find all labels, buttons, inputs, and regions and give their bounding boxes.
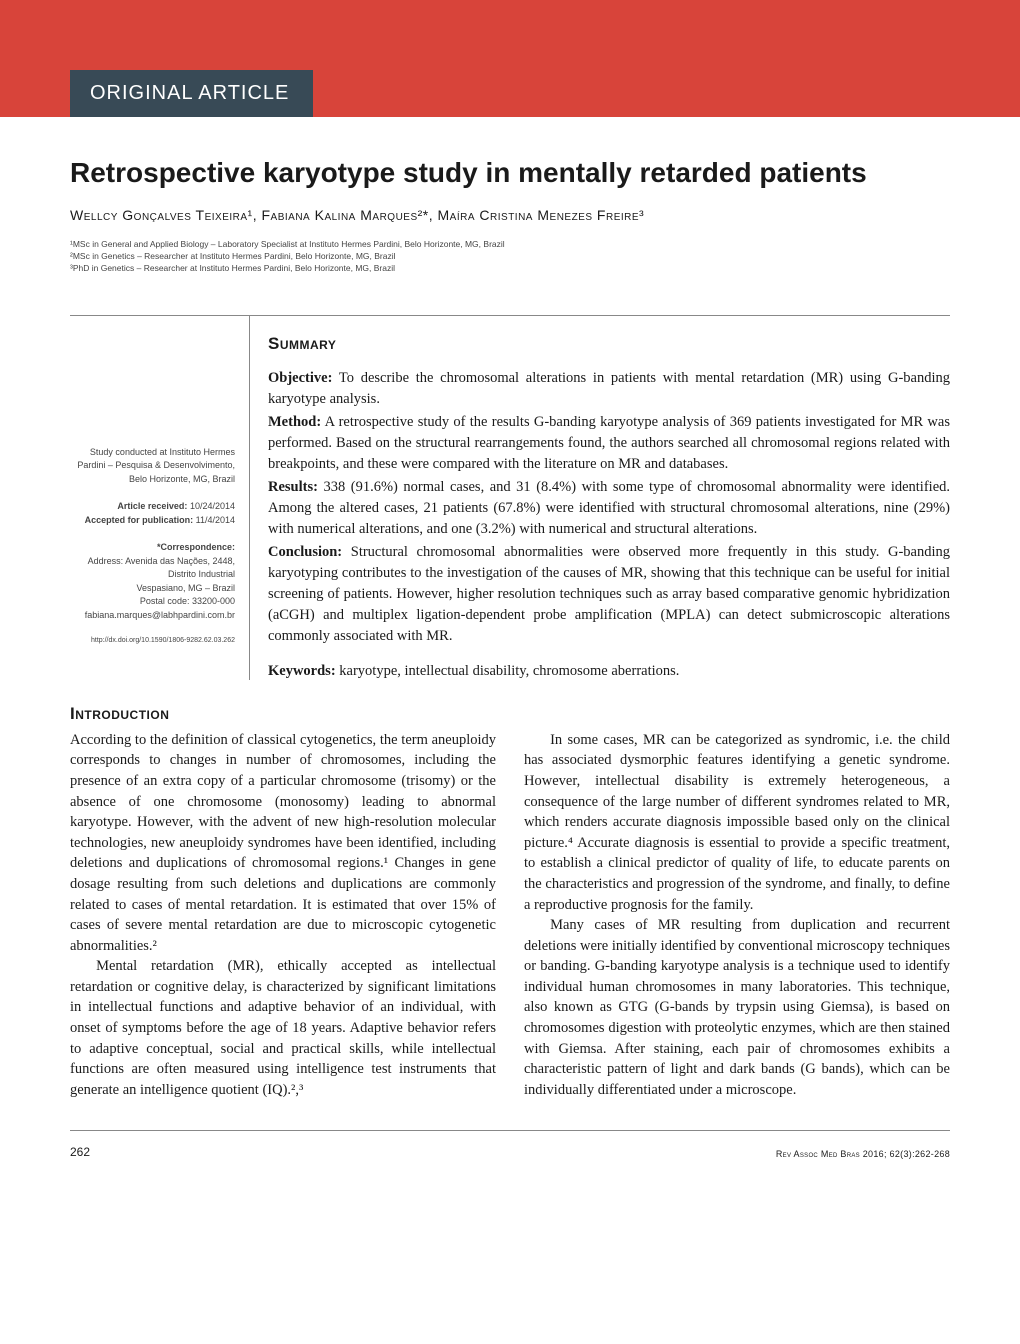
- top-bar: [0, 0, 1020, 70]
- intro-p3: In some cases, MR can be categorized as …: [524, 730, 950, 915]
- method-text: A retrospective study of the results G-b…: [268, 414, 950, 472]
- introduction-heading: Introduction: [70, 704, 950, 724]
- accepted-date: 11/4/2014: [196, 515, 235, 525]
- summary-text: Objective: To describe the chromosomal a…: [268, 368, 950, 647]
- keywords-label: Keywords:: [268, 663, 336, 679]
- correspondence-label: *Correspondence:: [70, 541, 235, 555]
- summary-layout: Study conducted at Instituto Hermes Pard…: [70, 316, 950, 680]
- received-date: 10/24/2014: [190, 501, 235, 511]
- objective-text: To describe the chromosomal alterations …: [268, 370, 950, 407]
- summary-column: Summary Objective: To describe the chrom…: [268, 316, 950, 680]
- article-label-wrap: ORIGINAL ARTICLE: [0, 70, 1020, 117]
- affiliation-3: ³PhD in Genetics – Researcher at Institu…: [70, 263, 950, 275]
- meta-sidebar: Study conducted at Instituto Hermes Pard…: [70, 316, 250, 680]
- corr-email: fabiana.marques@labhpardini.com.br: [70, 609, 235, 623]
- corr-addr1: Address: Avenida das Nações, 2448,: [70, 555, 235, 569]
- footer-wrap: 262 Rev Assoc Med Bras 2016; 62(3):262-2…: [0, 1130, 1020, 1181]
- authors-line: Wellcy Gonçalves Teixeira¹, Fabiana Kali…: [70, 207, 950, 223]
- doi-link[interactable]: http://dx.doi.org/10.1590/1806-9282.62.0…: [70, 636, 235, 647]
- method-label: Method:: [268, 414, 321, 430]
- correspondence-block: *Correspondence: Address: Avenida das Na…: [70, 541, 235, 622]
- objective-label: Objective:: [268, 370, 332, 386]
- keywords-text: karyotype, intellectual disability, chro…: [339, 663, 679, 679]
- corr-addr2: Distrito Industrial: [70, 568, 235, 582]
- journal-reference: Rev Assoc Med Bras 2016; 62(3):262-268: [776, 1149, 950, 1159]
- article-title: Retrospective karyotype study in mentall…: [70, 157, 950, 189]
- summary-heading: Summary: [268, 334, 950, 354]
- study-conducted: Study conducted at Instituto Hermes Pard…: [70, 446, 235, 487]
- dates-block: Article received: 10/24/2014 Accepted fo…: [70, 500, 235, 527]
- keywords-line: Keywords: karyotype, intellectual disabi…: [268, 663, 950, 680]
- corr-postal: Postal code: 33200-000: [70, 595, 235, 609]
- intro-p4: Many cases of MR resulting from duplicat…: [524, 915, 950, 1100]
- results-label: Results:: [268, 479, 318, 495]
- intro-p1: According to the definition of classical…: [70, 730, 496, 956]
- results-text: 338 (91.6%) normal cases, and 31 (8.4%) …: [268, 479, 950, 537]
- article-type-label: ORIGINAL ARTICLE: [70, 70, 313, 117]
- intro-p2: Mental retardation (MR), ethically accep…: [70, 956, 496, 1100]
- page-number: 262: [70, 1145, 90, 1159]
- corr-addr3: Vespasiano, MG – Brazil: [70, 582, 235, 596]
- affiliation-1: ¹MSc in General and Applied Biology – La…: [70, 239, 950, 251]
- conclusion-label: Conclusion:: [268, 544, 342, 560]
- affiliations: ¹MSc in General and Applied Biology – La…: [70, 239, 950, 275]
- page-footer: 262 Rev Assoc Med Bras 2016; 62(3):262-2…: [0, 1131, 1020, 1181]
- introduction-body: According to the definition of classical…: [70, 730, 950, 1100]
- received-label: Article received:: [117, 501, 187, 511]
- page-content: Retrospective karyotype study in mentall…: [0, 117, 1020, 1130]
- affiliation-2: ²MSc in Genetics – Researcher at Institu…: [70, 251, 950, 263]
- conclusion-text: Structural chromosomal abnormalities wer…: [268, 544, 950, 644]
- accepted-label: Accepted for publication:: [85, 515, 194, 525]
